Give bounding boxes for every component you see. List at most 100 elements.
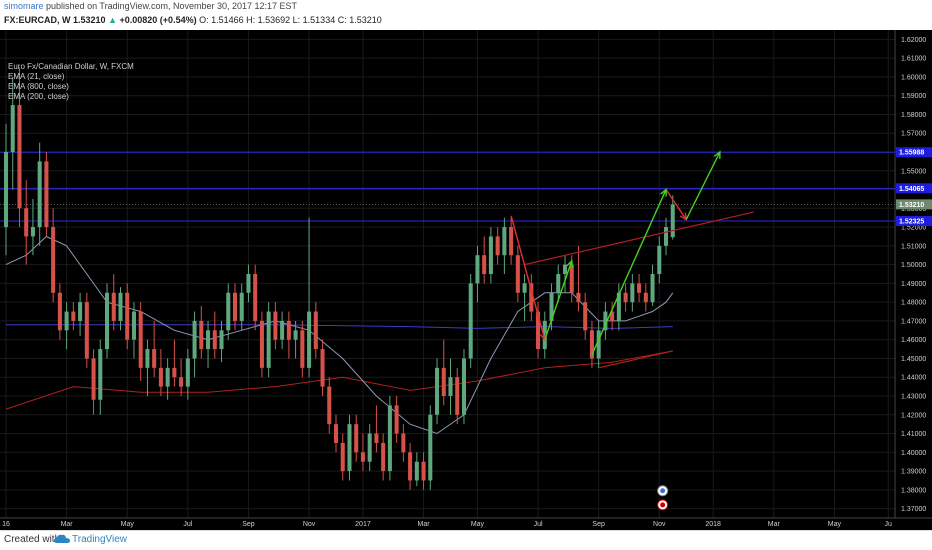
- candle-body: [589, 330, 594, 359]
- candle: [327, 377, 332, 434]
- candle: [253, 264, 258, 331]
- trendline-upper[interactable]: [524, 211, 754, 266]
- chart-area[interactable]: 1.37000 1.38000 1.39000 1.40000 1.41000 1.420…: [0, 30, 932, 530]
- candle: [246, 264, 251, 303]
- candle: [468, 274, 473, 368]
- candle: [30, 198, 35, 256]
- candle-body: [542, 320, 547, 350]
- price-tick-label: 1.49000: [901, 281, 926, 288]
- ema-21-line[interactable]: [5, 235, 674, 435]
- candle-body: [10, 105, 15, 152]
- tradingview-logo-text[interactable]: TradingView: [72, 534, 128, 545]
- candle: [131, 302, 136, 359]
- event-badge-icon[interactable]: [657, 485, 669, 497]
- candle: [44, 152, 49, 237]
- candle: [657, 236, 662, 284]
- candle-body: [24, 208, 29, 237]
- candle-body: [179, 377, 184, 387]
- candle: [138, 302, 143, 381]
- candle-body: [461, 358, 466, 415]
- candle-body: [549, 292, 554, 321]
- candle-body: [509, 227, 514, 256]
- candle: [576, 245, 581, 312]
- candle: [637, 274, 642, 303]
- candle-body: [367, 433, 372, 462]
- dividend-badge-icon[interactable]: [657, 499, 669, 511]
- candle: [623, 283, 628, 312]
- price-tick-label: 1.42000: [901, 412, 926, 419]
- candle: [488, 227, 493, 284]
- author-link[interactable]: simomare: [4, 1, 44, 11]
- ema-800-line[interactable]: [6, 324, 673, 329]
- price-tick-label: 1.58000: [901, 112, 926, 119]
- candle: [111, 274, 116, 331]
- candle-body: [30, 227, 35, 237]
- time-tick-label: May: [828, 521, 842, 528]
- candle: [610, 302, 615, 331]
- time-tick-label: Mar: [61, 521, 74, 528]
- legend-ema-21[interactable]: EMA (21, close): [8, 72, 65, 81]
- candle-body: [44, 161, 49, 228]
- candle-body: [105, 292, 110, 350]
- trendline-support[interactable]: [598, 350, 673, 369]
- candle-body: [111, 292, 116, 321]
- candle: [360, 433, 365, 472]
- up-arrow[interactable]: [591, 189, 667, 355]
- candle-body: [91, 358, 96, 400]
- down-arrow[interactable]: [510, 215, 546, 340]
- candle-body: [273, 311, 278, 340]
- time-tick-label: 2018: [705, 521, 721, 528]
- candle-body: [360, 452, 365, 462]
- candle: [347, 414, 352, 481]
- candle: [509, 217, 514, 265]
- candle-body: [630, 283, 635, 303]
- candle: [435, 358, 440, 425]
- ema-200-line[interactable]: [5, 350, 673, 410]
- candle: [273, 302, 278, 350]
- candle: [596, 320, 601, 368]
- symbol-line: FX:EURCAD, W 1.53210 ▲ +0.00820 (+0.54%)…: [4, 15, 382, 25]
- candle-body: [212, 330, 217, 350]
- price-tick-label: 1.57000: [901, 131, 926, 138]
- price-tick-label: 1.59000: [901, 93, 926, 100]
- candle-body: [421, 461, 426, 481]
- up-triangle-icon: ▲: [108, 15, 117, 25]
- candle-body: [569, 264, 574, 293]
- candle: [165, 358, 170, 400]
- candle: [549, 283, 554, 331]
- publish-header: simomare published on TradingView.com, N…: [0, 0, 932, 30]
- candle-body: [488, 236, 493, 274]
- candle-body: [347, 424, 352, 472]
- candle-body: [206, 330, 211, 350]
- candle: [17, 67, 22, 228]
- candle: [172, 339, 177, 387]
- candle: [482, 236, 487, 284]
- candle-body: [246, 274, 251, 293]
- candlestick-chart[interactable]: 1.37000 1.38000 1.39000 1.40000 1.41000 1.420…: [0, 30, 932, 530]
- candle-body: [576, 292, 581, 303]
- candle-body: [219, 330, 224, 350]
- candle-body: [71, 311, 76, 321]
- candle: [179, 358, 184, 396]
- candle-body: [623, 292, 628, 303]
- up-arrow[interactable]: [685, 151, 721, 220]
- time-tick-label: Nov: [653, 521, 666, 528]
- candle-body: [320, 349, 325, 387]
- price-tag-last: [896, 199, 932, 210]
- price-tick-label: 1.46000: [901, 337, 926, 344]
- price-tag-mid-label: 1.54065: [899, 186, 924, 193]
- time-tick-label: May: [121, 521, 135, 528]
- legend-ema-800[interactable]: EMA (800, close): [8, 82, 69, 91]
- ohlc-values: O: 1.51466 H: 1.53692 L: 1.51334 C: 1.53…: [199, 15, 382, 25]
- candle: [145, 339, 150, 396]
- time-tick-label: Jul: [534, 521, 543, 528]
- candle-body: [670, 204, 675, 238]
- candle-body: [435, 367, 440, 415]
- chart-legend: Euro Fx/Canadian Dollar, W, FXCM EMA (21…: [8, 62, 134, 102]
- legend-ema-200[interactable]: EMA (200, close): [8, 92, 69, 101]
- down-arrow[interactable]: [665, 189, 687, 220]
- candle-body: [51, 227, 56, 293]
- candle-body: [603, 311, 608, 331]
- up-arrow[interactable]: [544, 260, 573, 340]
- price-axis[interactable]: [895, 30, 932, 530]
